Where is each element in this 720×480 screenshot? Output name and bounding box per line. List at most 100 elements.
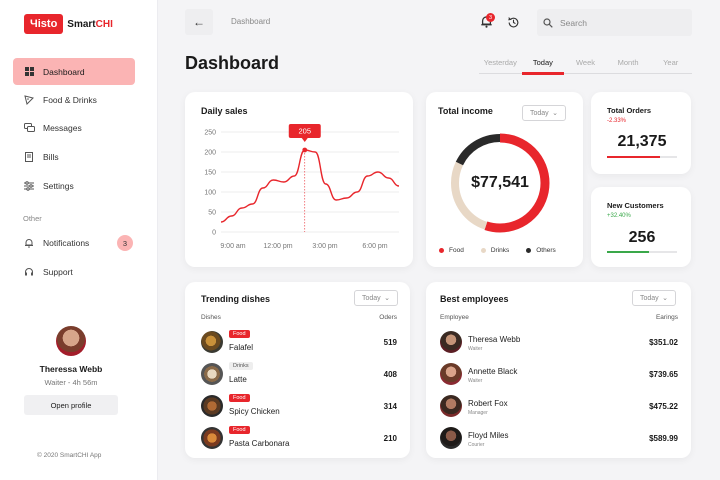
trending-dishes-card: Trending dishes Today ⌄ Dishes Oders Foo… (185, 282, 410, 458)
y-tick-label: 200 (204, 150, 216, 157)
highlight-point[interactable] (302, 147, 308, 153)
y-tick-label: 150 (204, 170, 216, 177)
y-tick-label: 0 (212, 230, 216, 237)
employee-earnings: $739.65 (649, 370, 678, 379)
receipt-icon (23, 151, 35, 163)
sidebar-item-label: Settings (43, 180, 74, 191)
tab-month[interactable]: Month (617, 58, 639, 67)
income-range-dropdown[interactable]: Today ⌄ (522, 105, 566, 121)
card-title: Best employees (440, 294, 509, 304)
list-item[interactable]: Theresa Webb Waiter $351.02 (426, 328, 691, 358)
stat-change: +32.40% (607, 213, 631, 219)
chevron-down-icon: ⌄ (662, 295, 668, 302)
avatar (56, 326, 86, 356)
category-tag: Food (229, 394, 250, 402)
tab-yesterday[interactable]: Yesterday (483, 58, 517, 67)
chevron-down-icon: ⌄ (552, 110, 558, 117)
sidebar-item-bills[interactable]: Bills (13, 143, 135, 171)
list-item[interactable]: Floyd Miles Courier $589.99 (426, 424, 691, 454)
list-item[interactable]: Food Falafel 519 (185, 328, 410, 358)
tab-today[interactable]: Today (521, 58, 565, 75)
trending-range-dropdown[interactable]: Today ⌄ (354, 290, 398, 306)
logo-text: SmartCHI (67, 19, 113, 30)
employee-name: Floyd Miles (468, 431, 509, 440)
sidebar-item-messages[interactable]: Messages (13, 114, 135, 141)
dropdown-value: Today (362, 294, 381, 302)
app-logo[interactable]: Чisto SmartCHI (24, 13, 113, 35)
history-button[interactable] (506, 15, 520, 29)
sidebar-item-settings[interactable]: Settings (13, 172, 135, 200)
sidebar-item-label: Notifications (43, 238, 90, 248)
dish-thumbnail (201, 363, 223, 385)
column-header: Employee (440, 314, 469, 321)
profile-role: Waiter - 4h 56m (44, 378, 98, 387)
avatar (440, 427, 462, 449)
donut-segment-others (451, 134, 549, 232)
tab-week[interactable]: Week (575, 58, 595, 67)
nav-section-label: Other (23, 214, 42, 223)
secondary-nav: Notifications 3 Support (13, 229, 135, 287)
employee-earnings: $589.99 (649, 434, 678, 443)
stat-progress (607, 156, 677, 158)
sidebar: Чisto SmartCHI Dashboard Food & Drinks M… (0, 0, 158, 480)
logo-badge: Чisto (24, 14, 64, 34)
stat-progress (607, 251, 677, 253)
category-tag: Food (229, 330, 250, 338)
chevron-down-icon: ⌄ (384, 295, 390, 302)
sidebar-item-label: Messages (43, 122, 82, 133)
legend-label: Others (536, 247, 556, 254)
column-header: Oders (379, 314, 397, 321)
sidebar-item-label: Bills (43, 151, 59, 162)
legend-label: Food (449, 247, 464, 254)
employees-range-dropdown[interactable]: Today ⌄ (632, 290, 676, 306)
search-input[interactable] (560, 17, 680, 28)
sidebar-item-dashboard[interactable]: Dashboard (13, 58, 135, 85)
employee-role: Waiter (468, 378, 483, 384)
avatar (440, 363, 462, 385)
stat-title: New Customers (607, 201, 664, 210)
search-icon (543, 17, 553, 28)
headset-icon (23, 266, 35, 278)
notification-count-badge: 3 (117, 235, 133, 251)
avatar (440, 331, 462, 353)
legend-dot (439, 248, 444, 253)
back-button[interactable]: ← (185, 9, 213, 35)
open-profile-button[interactable]: Open profile (24, 395, 118, 415)
order-count: 408 (383, 370, 397, 379)
order-count: 314 (383, 402, 397, 411)
sidebar-item-label: Dashboard (43, 66, 85, 77)
column-header: Dishes (201, 314, 221, 321)
sidebar-item-notifications[interactable]: Notifications 3 (13, 229, 135, 257)
x-tick-label: 12:00 pm (263, 243, 292, 250)
order-count: 210 (383, 434, 397, 443)
main-nav: Dashboard Food & Drinks Messages Bills S… (13, 58, 135, 201)
new-customers-card: New Customers +32.40% 256 (591, 187, 691, 267)
sidebar-item-food-drinks[interactable]: Food & Drinks (13, 86, 135, 113)
dish-name: Spicy Chicken (229, 407, 280, 416)
order-count: 519 (383, 338, 397, 347)
sliders-icon (23, 180, 35, 192)
list-item[interactable]: Drinks Latte 408 (185, 360, 410, 390)
page-title: Dashboard (185, 53, 280, 73)
list-item[interactable]: Food Pasta Carbonara 210 (185, 424, 410, 454)
legend-item-food: Food (439, 247, 464, 254)
list-item[interactable]: Annette Black Waiter $739.65 (426, 360, 691, 390)
logo-name-accent: CHI (95, 18, 113, 30)
daily-sales-chart: 250 200 150 100 50 0 9:00 am 12:00 pm 3:00 pm 6:0… (204, 124, 400, 250)
history-icon (507, 16, 518, 27)
stat-value: 21,375 (617, 133, 667, 150)
employee-earnings: $351.02 (649, 338, 678, 347)
search-bar[interactable] (537, 9, 692, 36)
list-item[interactable]: Robert Fox Manager $475.22 (426, 392, 691, 422)
sidebar-item-support[interactable]: Support (13, 258, 135, 286)
card-title: Trending dishes (201, 294, 271, 304)
breadcrumb: Dashboard (231, 17, 271, 26)
range-tabs: Yesterday Today Week Month Year (479, 58, 692, 75)
tab-year[interactable]: Year (663, 58, 679, 67)
tooltip-value: 205 (299, 127, 312, 136)
sales-line (220, 149, 400, 223)
list-item[interactable]: Food Spicy Chicken 314 (185, 392, 410, 422)
income-value: $77,541 (471, 174, 529, 191)
income-donut: $77,541 (445, 128, 555, 238)
legend-item-drinks: Drinks (480, 247, 509, 254)
